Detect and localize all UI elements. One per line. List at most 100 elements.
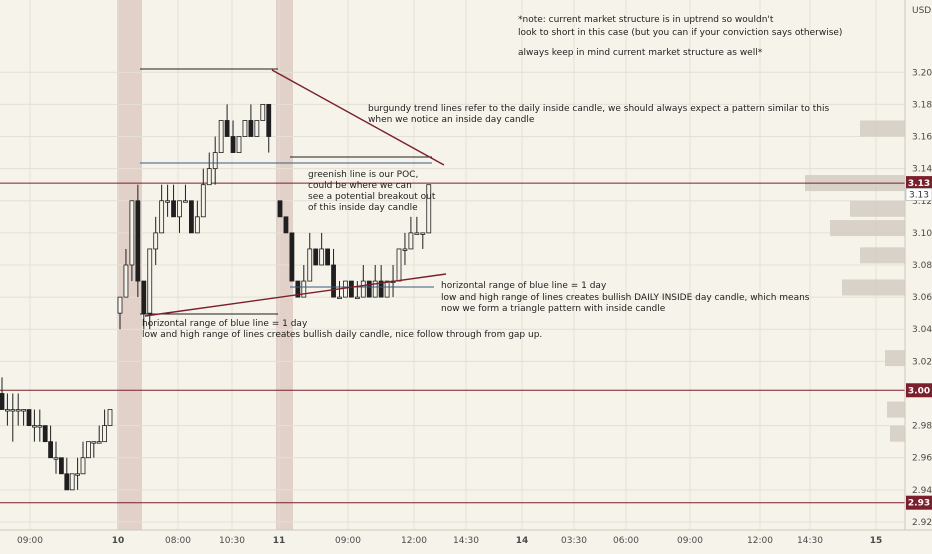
price-tick-label: 3.18 (912, 100, 932, 110)
candle (48, 425, 53, 459)
candle-body-down (331, 264, 336, 298)
candle (117, 296, 123, 330)
note-line-1: *note: current market structure is in up… (518, 15, 774, 25)
right-range-line-1: horizontal range of blue line = 1 day (441, 281, 607, 291)
candle-body-up (408, 232, 414, 250)
candle-body-up (86, 441, 91, 459)
candle-body-up (37, 425, 43, 428)
candle-body-up (426, 184, 432, 234)
candle-body-down (230, 136, 236, 153)
price-tick-label: 3.02 (912, 357, 932, 367)
candle-body-up (80, 457, 86, 475)
candle (212, 136, 218, 185)
candle-body-down (283, 216, 289, 234)
price-tick-label: 3.14 (912, 165, 932, 175)
candle-body-down (248, 120, 254, 137)
candle-body-up (5, 409, 10, 412)
candle (218, 120, 224, 153)
candle (366, 280, 372, 298)
candle (188, 200, 194, 234)
candle-body-down (266, 103, 272, 137)
candle (53, 441, 59, 474)
candle-body-up (107, 409, 113, 427)
candle-body-up (307, 248, 313, 282)
candle-body-down (277, 200, 283, 218)
candle (141, 280, 147, 330)
candle-body-down (64, 473, 70, 491)
volume-profile-bar (850, 200, 905, 217)
price-tick-label: 3.12 (912, 197, 932, 207)
candle-body-down (188, 200, 194, 234)
candle-body-up (420, 232, 426, 235)
annotation-burgundy: burgundy trend lines refer to the daily … (368, 104, 829, 125)
candle-body-down (59, 457, 64, 475)
candle (171, 184, 176, 218)
candle (248, 104, 254, 137)
time-tick-label: 15 (870, 536, 883, 546)
time-tick-label: 08:00 (165, 536, 191, 546)
drawings (140, 68, 447, 317)
candle (260, 103, 266, 121)
candle-body-up (414, 232, 420, 235)
time-tick-label: 14 (516, 536, 529, 546)
price-axis-ticks[interactable]: 3.20 3.18 3.16 3.14 3.12 3.10 3.08 3.06 3.04 3.02… (912, 68, 932, 528)
candle-body-up (117, 296, 123, 314)
candle (420, 232, 426, 249)
volume-profile-bar (887, 401, 905, 418)
candle (283, 216, 289, 234)
candle (200, 168, 206, 218)
time-tick-label: 03:30 (561, 536, 587, 546)
candle (384, 280, 390, 298)
price-tick-label: 3.10 (912, 229, 932, 239)
candle (354, 281, 360, 300)
candle (348, 280, 354, 298)
candle (414, 216, 420, 235)
volume-profile-bar (830, 220, 905, 237)
price-tick-label: 2.96 (912, 454, 932, 464)
candle (242, 120, 248, 137)
candle (177, 200, 182, 233)
time-tick-label: 12:00 (401, 536, 427, 546)
candle-body-up (102, 425, 107, 443)
candle-body-up (91, 441, 97, 444)
key-levels (0, 182, 905, 504)
candle-body-down (289, 232, 295, 282)
candle (289, 232, 295, 282)
candle (372, 265, 378, 298)
price-tick-label: 3.06 (912, 293, 932, 303)
candle (135, 184, 141, 298)
burgundy-trendline-upper[interactable] (271, 69, 445, 166)
candle-body-down (224, 120, 230, 137)
candle (75, 457, 80, 490)
candle-body-up (212, 152, 218, 170)
time-tick-label: 14:30 (797, 536, 823, 546)
candle (96, 425, 102, 444)
candle (277, 200, 283, 218)
candle (396, 248, 402, 282)
candle-body-up (129, 200, 135, 266)
candle (402, 232, 408, 265)
candle-body-up (153, 232, 159, 250)
candle (64, 457, 70, 491)
price-tick-label: 3.08 (912, 261, 932, 271)
candle-body-down (171, 200, 176, 218)
candle (230, 120, 236, 153)
candle (0, 377, 5, 410)
price-tick-label: 3.16 (912, 133, 932, 143)
annotation-right-range: horizontal range of blue line = 1 day lo… (441, 281, 810, 314)
time-axis-ticks[interactable]: 09:00 10 08:00 10:30 11 09:00 12:00 14:30 14 03:3… (17, 536, 882, 546)
price-tick-label: 2.98 (912, 422, 932, 432)
price-tag-label: 3.00 (908, 386, 930, 396)
candle-body-up (147, 248, 153, 314)
candle-body-up (337, 296, 342, 300)
candle (236, 136, 242, 153)
candle-body-down (135, 200, 141, 282)
candle-body-up (123, 264, 129, 298)
volume-profile-bar (860, 120, 905, 137)
candle-body-down (0, 393, 5, 410)
time-tick-label: 12:00 (747, 536, 773, 546)
poc-line-2: could be where we can (308, 181, 412, 191)
candle-body-up (236, 136, 242, 153)
burgundy-trendline-lower[interactable] (144, 273, 447, 317)
